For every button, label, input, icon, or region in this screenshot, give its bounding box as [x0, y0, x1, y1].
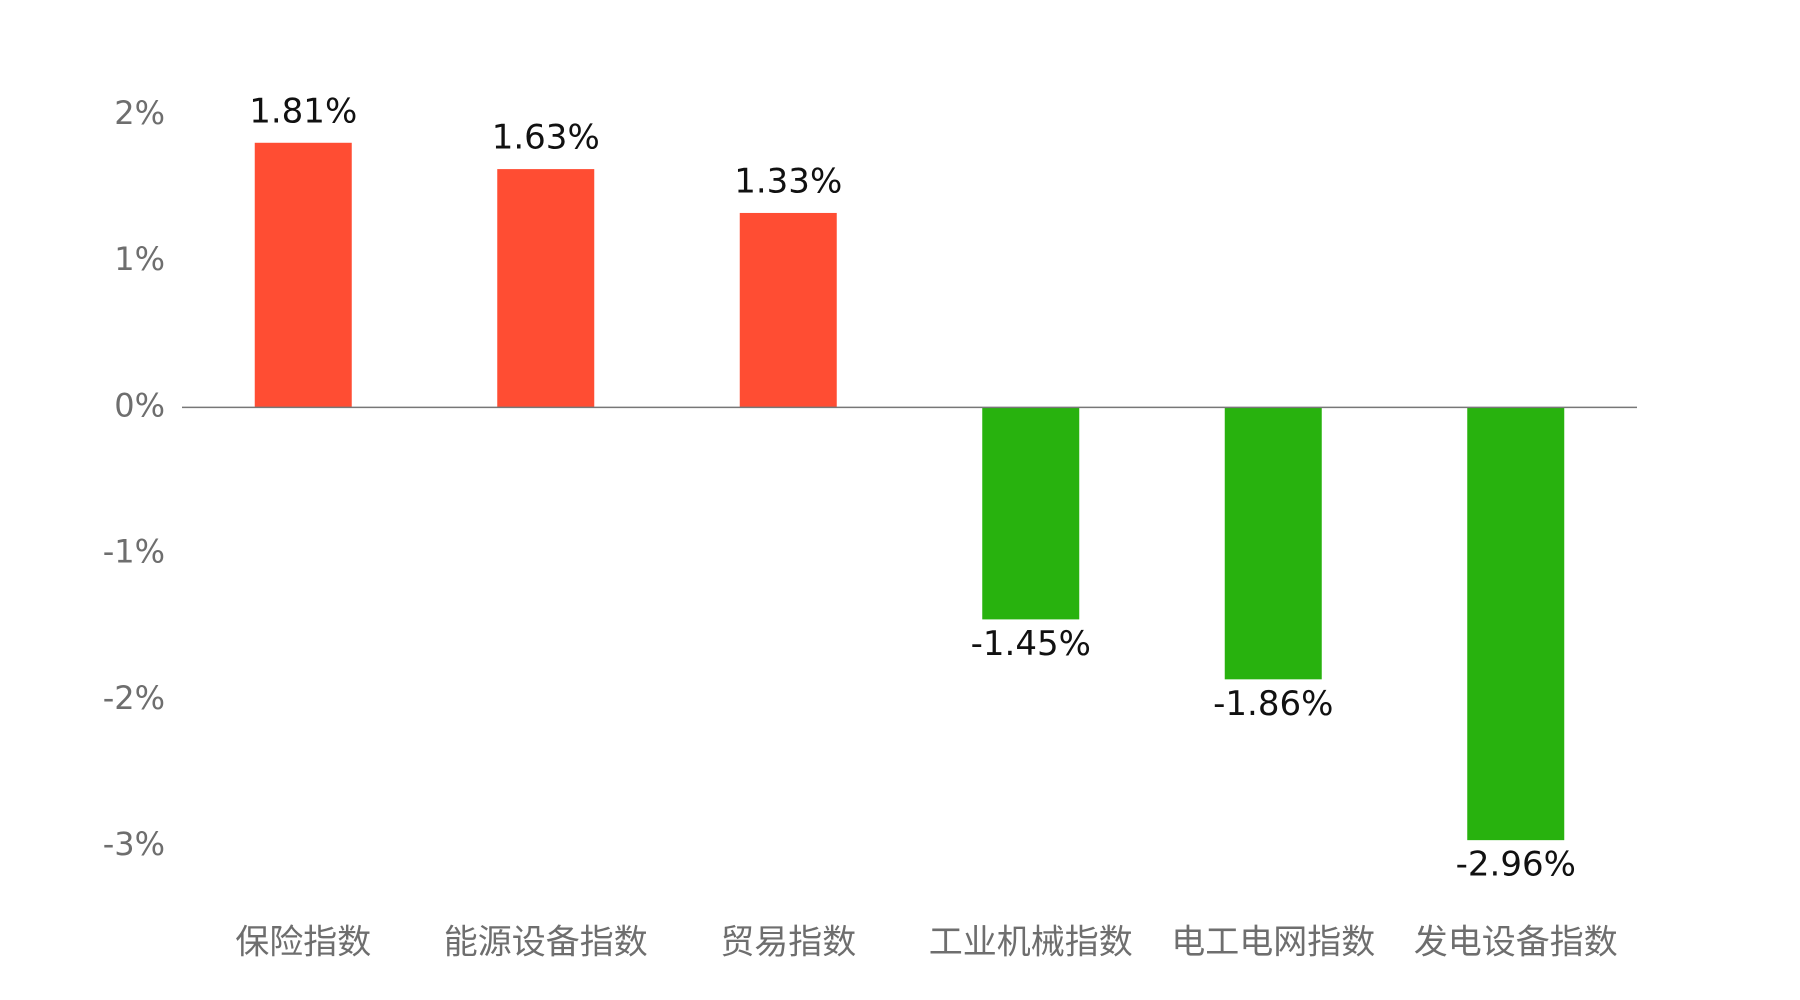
value-label: 1.33%: [734, 161, 842, 201]
bar: [497, 169, 595, 408]
bar: [254, 142, 352, 408]
value-label: -1.45%: [971, 624, 1091, 664]
x-tick-label: 保险指数: [235, 923, 371, 963]
x-tick-label: 能源设备指数: [444, 923, 648, 963]
value-label: 1.81%: [249, 91, 357, 131]
y-tick-label: 1%: [114, 240, 165, 278]
y-tick-label: 2%: [114, 94, 165, 132]
y-tick-label: -1%: [103, 533, 165, 571]
x-tick-label: 工业机械指数: [929, 923, 1133, 963]
value-label: 1.63%: [492, 118, 600, 158]
x-tick-label: 贸易指数: [720, 923, 856, 963]
y-tick-label: -2%: [103, 679, 165, 717]
y-tick-label: -3%: [103, 825, 165, 863]
bar: [1467, 407, 1565, 841]
bar: [982, 407, 1080, 620]
bar: [739, 212, 837, 408]
value-label: -2.96%: [1456, 845, 1576, 885]
x-tick-label: 电工电网指数: [1171, 923, 1375, 963]
bar: [1224, 407, 1322, 680]
y-tick-label: 0%: [114, 386, 165, 424]
x-tick-label: 发电设备指数: [1414, 923, 1618, 963]
value-label: -1.86%: [1213, 684, 1333, 724]
